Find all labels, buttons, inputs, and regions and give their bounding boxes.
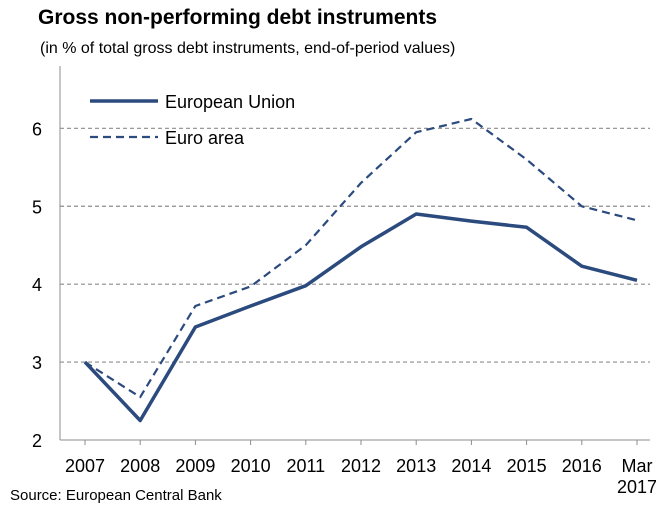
gridlines	[60, 127, 650, 363]
series-line-european-union	[83, 212, 638, 423]
x-tick-label: 2014	[451, 456, 491, 476]
axes	[59, 66, 650, 445]
y-tick-label: 3	[32, 353, 42, 373]
chart-subtitle: (in % of total gross debt instruments, e…	[40, 40, 456, 57]
y-tick-label: 6	[32, 119, 42, 139]
source-note: Source: European Central Bank	[10, 487, 222, 504]
x-tick-label: 2015	[507, 456, 547, 476]
x-axis-tick-labels: 2007 2008 2009 2010 2011 2012 2013 2014 2015 2016…	[65, 456, 656, 497]
x-tick-label: 2013	[396, 456, 436, 476]
x-tick-label: 2008	[120, 456, 160, 476]
legend: European Union Euro area	[90, 92, 295, 148]
legend-label: European Union	[165, 92, 295, 112]
series-line-euro-area	[84, 117, 638, 399]
x-tick-label: 2012	[341, 456, 381, 476]
x-tick-label: 2009	[175, 456, 215, 476]
y-tick-label: 2	[32, 431, 42, 451]
x-tick-label: 2007	[65, 456, 105, 476]
chart-title: Gross non-performing debt instruments	[38, 6, 438, 29]
legend-label: Euro area	[165, 128, 245, 148]
x-tick-label: Mar 2017	[617, 456, 656, 497]
x-tick-label: 2010	[231, 456, 271, 476]
y-tick-label: 5	[32, 197, 42, 217]
x-tick-label: 2016	[562, 456, 602, 476]
series-lines	[83, 117, 638, 423]
x-tick-label: 2011	[286, 456, 325, 476]
y-axis-tick-labels: 2 3 4 5 6	[32, 119, 42, 451]
y-tick-label: 4	[32, 275, 42, 295]
